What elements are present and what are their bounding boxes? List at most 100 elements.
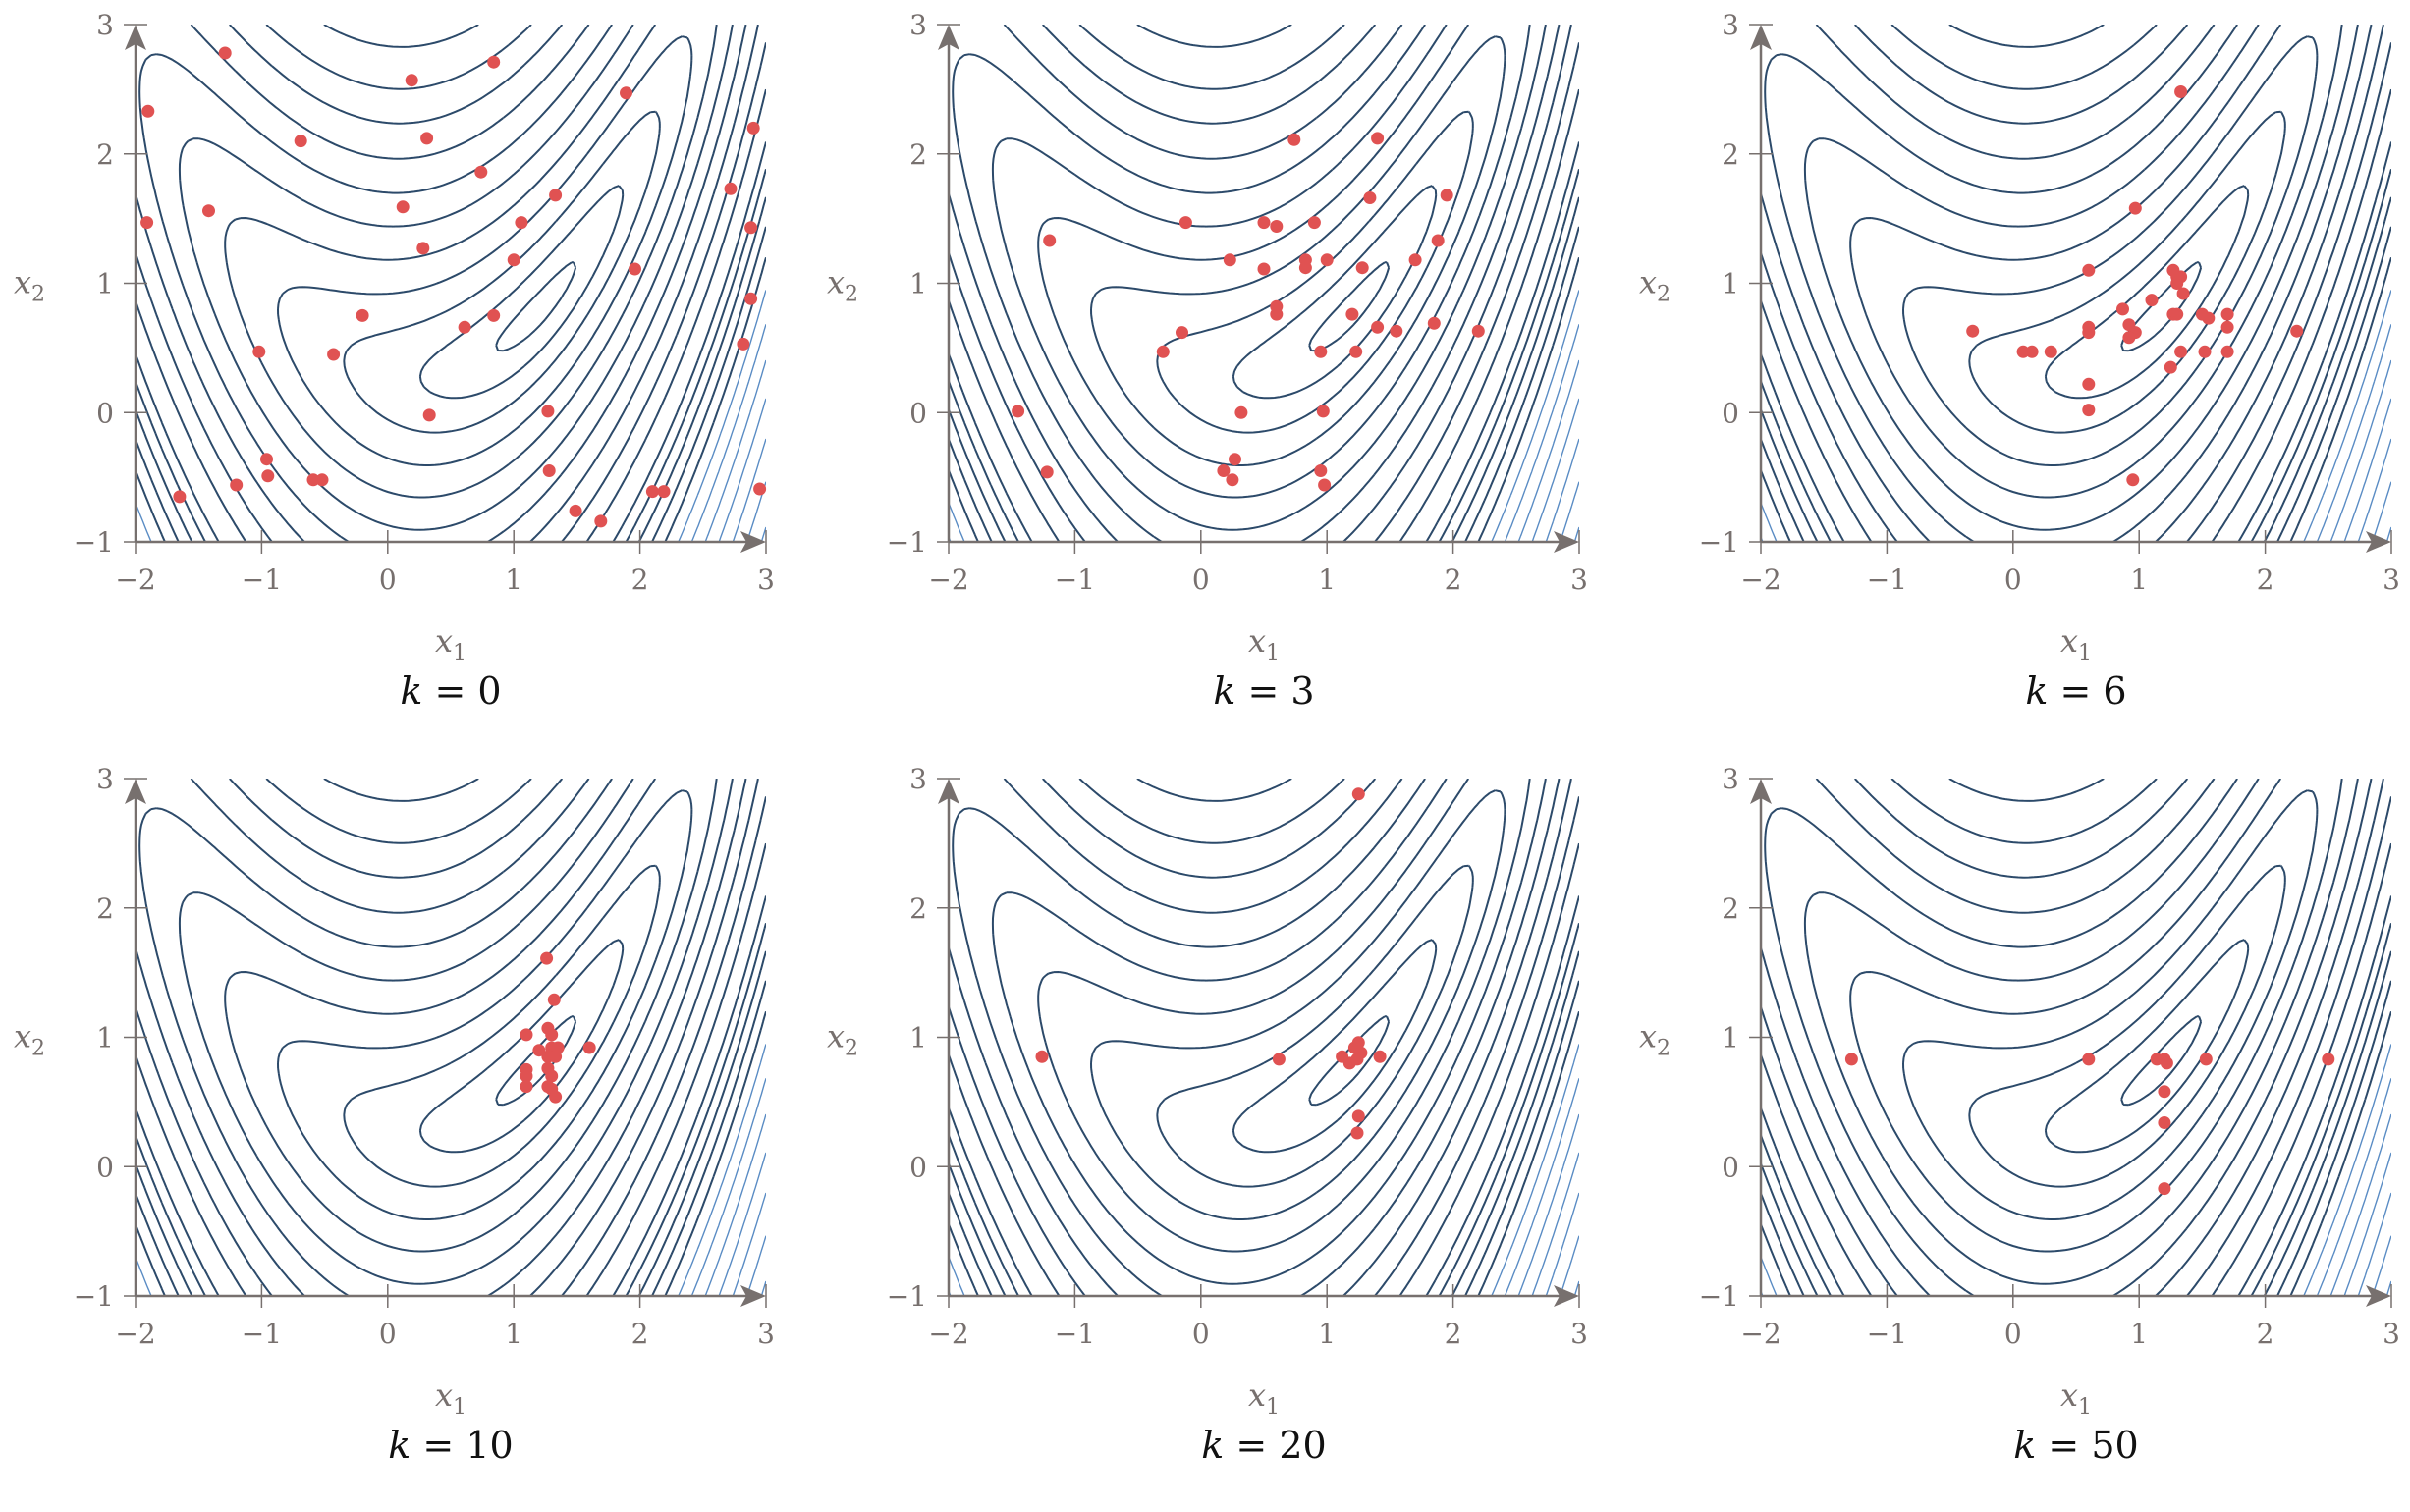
x-tick-label: 0 — [2004, 1318, 2022, 1350]
caption-value: 50 — [2091, 1424, 2139, 1467]
x-tick-label: −2 — [928, 564, 968, 596]
sample-point — [1345, 307, 1359, 321]
x-tick-label: 0 — [1192, 564, 1210, 596]
x-axis-arrow-icon — [2366, 1285, 2391, 1307]
sample-point — [2044, 345, 2057, 358]
sample-points — [1844, 1053, 2335, 1196]
y-axis-label: x2 — [827, 264, 858, 307]
sample-point — [2199, 1053, 2213, 1066]
sample-point — [1035, 1050, 1049, 1063]
sample-point — [261, 469, 275, 483]
contour-lines — [136, 25, 766, 542]
caption-value: 20 — [1279, 1424, 1327, 1467]
y-axis-arrow-icon — [1750, 779, 1772, 804]
x-tick-label: 3 — [757, 1318, 775, 1350]
y-tick-label: −1 — [887, 526, 927, 559]
x-axis-label: x1 — [2060, 1377, 2092, 1420]
sample-point — [1373, 1050, 1387, 1063]
x-axis-label: x1 — [435, 1377, 466, 1420]
x-axis-label: x1 — [1248, 622, 1280, 666]
sample-point — [1844, 1053, 1858, 1066]
sample-point — [1318, 478, 1332, 492]
sample-point — [549, 189, 563, 202]
subplot-panel-k20: −2 −1 0 1 2 3 −1 0 1 2 3 x1 x2 k = 20 — [813, 754, 1626, 1508]
sample-point — [520, 1080, 533, 1094]
caption-variable: k — [2025, 670, 2049, 713]
x-tick-label: −2 — [1740, 564, 1780, 596]
sample-point — [2202, 311, 2216, 325]
sample-point — [1408, 253, 1422, 267]
sample-point — [260, 453, 273, 466]
x-tick-label: −1 — [242, 1318, 282, 1350]
y-axis-label: x2 — [14, 264, 45, 307]
contour-lines — [949, 779, 1579, 1296]
sample-point — [1314, 345, 1328, 358]
x-axis-arrow-icon — [740, 1285, 766, 1307]
sample-point — [294, 135, 307, 148]
iteration-caption: k = 10 — [0, 1424, 902, 1467]
y-tick-label: 0 — [909, 397, 927, 429]
x-axis-label: x1 — [1248, 1377, 1280, 1420]
x-tick-label: 1 — [505, 1318, 522, 1350]
sample-point — [1350, 1053, 1364, 1066]
y-tick-label: 0 — [96, 397, 114, 429]
sample-point — [1257, 262, 1271, 276]
sample-point — [2126, 473, 2140, 487]
sample-point — [629, 262, 641, 276]
sample-point — [1012, 405, 1025, 418]
sample-point — [420, 132, 434, 145]
sample-point — [1226, 473, 1239, 487]
y-tick-label: 2 — [1722, 892, 1739, 925]
sample-point — [542, 464, 556, 477]
x-tick-label: 2 — [2257, 1318, 2274, 1350]
caption-variable: k — [1201, 1424, 1225, 1467]
sample-point — [545, 1069, 559, 1083]
y-tick-label: −1 — [74, 1280, 114, 1313]
sample-point — [2198, 345, 2212, 358]
subplot-panel-k6: −2 −1 0 1 2 3 −1 0 1 2 3 x1 x2 k = 6 — [1625, 0, 2410, 754]
contour-lines — [1761, 779, 2391, 1296]
sample-point — [582, 1041, 596, 1054]
y-tick-label: 3 — [96, 763, 114, 795]
sample-point — [594, 514, 608, 528]
y-axis-label: x2 — [1639, 1018, 1671, 1061]
x-tick-label: 1 — [1318, 1318, 1336, 1350]
y-tick-label: 1 — [96, 268, 114, 300]
sample-point — [1234, 405, 1248, 419]
x-axis-arrow-icon — [740, 531, 766, 553]
y-tick-label: 0 — [1722, 397, 1739, 429]
y-tick-label: 3 — [909, 763, 927, 795]
sample-point — [1272, 1053, 1286, 1066]
sample-point — [1320, 253, 1334, 267]
sample-point — [2322, 1053, 2335, 1066]
iteration-caption: k = 20 — [813, 1424, 1715, 1467]
sample-point — [1257, 216, 1271, 230]
sample-point — [2016, 345, 2030, 358]
sample-point — [2220, 320, 2234, 334]
y-tick-label: −1 — [1699, 1280, 1739, 1313]
sample-point — [2174, 345, 2188, 358]
sample-point — [2145, 294, 2159, 307]
sample-point — [416, 242, 430, 255]
sample-point — [1307, 216, 1321, 230]
sample-point — [520, 1028, 533, 1042]
sample-point — [1471, 324, 1485, 338]
sample-point — [657, 485, 671, 499]
x-axis-label: x1 — [435, 622, 466, 666]
sample-point — [549, 1050, 563, 1063]
sample-point — [2170, 307, 2184, 321]
sample-point — [141, 104, 155, 118]
y-tick-label: 1 — [1722, 268, 1739, 300]
y-tick-label: −1 — [1699, 526, 1739, 559]
x-tick-label: 1 — [505, 564, 522, 596]
x-tick-label: −1 — [242, 564, 282, 596]
y-tick-label: 0 — [1722, 1151, 1739, 1183]
y-tick-label: 2 — [1722, 138, 1739, 171]
sample-point — [753, 482, 767, 496]
y-tick-label: 2 — [96, 892, 114, 925]
iteration-caption: k = 6 — [1625, 670, 2410, 713]
